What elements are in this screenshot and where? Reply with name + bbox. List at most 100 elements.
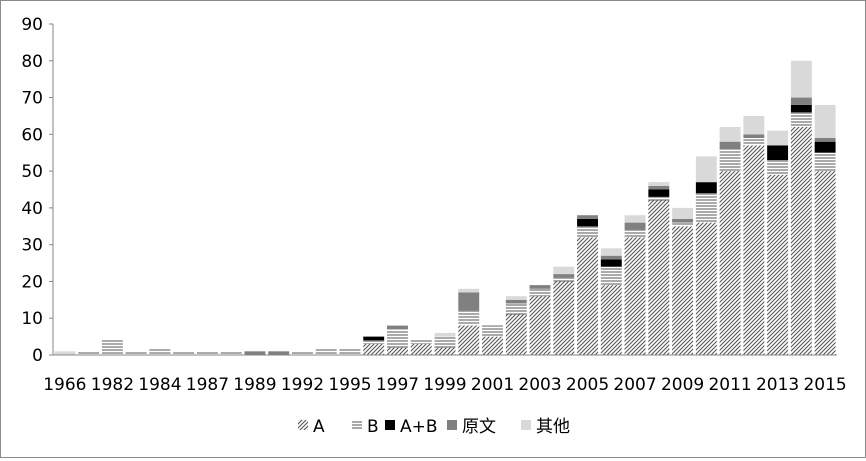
bar-1981-series-1 (78, 351, 100, 355)
bar-2011-series-3 (719, 141, 741, 150)
legend-label-3: 原文 (462, 417, 496, 437)
bar-2005-series-1 (577, 226, 598, 238)
bar-2007-series-1 (624, 229, 646, 238)
bar-2003-series-1 (529, 288, 551, 297)
bar-2005-series-3 (577, 215, 598, 219)
bar-2013-series-4 (767, 130, 789, 146)
x-tick-label: 2003 (518, 375, 561, 395)
bar-2006-series-0 (600, 285, 622, 355)
bars-group (54, 60, 836, 355)
legend-swatch-2 (385, 420, 395, 430)
bar-2002-series-3 (505, 299, 527, 304)
bar-1995-series-1 (339, 347, 361, 355)
bar-1984-series-1 (149, 347, 171, 355)
bar-2001-series-0 (482, 336, 503, 355)
bar-2012-series-1 (743, 138, 765, 146)
x-tick-label: 1992 (281, 375, 324, 395)
bar-2007-series-3 (624, 222, 646, 230)
bar-2015-series-1 (814, 152, 836, 172)
bar-2006-series-3 (600, 255, 622, 260)
x-tick-label: 2013 (756, 375, 799, 395)
bar-1989-series-3 (244, 351, 266, 355)
bar-2013-series-2 (767, 145, 789, 161)
bar-1991-series-3 (268, 351, 290, 355)
bar-2003-series-0 (529, 296, 551, 355)
bar-1988-series-1 (220, 351, 242, 355)
bar-1996-series-1 (363, 340, 385, 344)
bar-2012-series-3 (743, 134, 765, 139)
x-tick-label: 1987 (186, 375, 229, 395)
bar-2012-series-0 (743, 145, 765, 355)
legend: A B A+B 原文 其他 (298, 417, 570, 437)
bar-1998-series-0 (410, 343, 432, 355)
x-tick-label: 1997 (376, 375, 419, 395)
y-tick-label: 80 (21, 52, 43, 72)
x-tick-label: 1995 (328, 375, 371, 395)
bar-1999-series-0 (434, 347, 456, 355)
bar-2004-series-3 (553, 274, 575, 278)
x-tick-label: 2007 (613, 375, 656, 395)
bar-2006-series-4 (600, 248, 622, 256)
bar-2009-series-0 (672, 226, 694, 355)
x-tick-label: 2005 (566, 375, 609, 395)
bar-2002-series-1 (505, 303, 527, 315)
bar-2009-series-3 (672, 218, 694, 223)
x-tick-label: 2011 (708, 375, 751, 395)
bar-1999-series-4 (434, 332, 456, 337)
bar-2011-series-4 (719, 126, 741, 142)
legend-swatch-3 (447, 420, 457, 430)
bar-1987-series-1 (196, 351, 218, 355)
x-tick-label: 2001 (471, 375, 514, 395)
bar-2004-series-4 (553, 266, 575, 275)
x-tick-label: 2009 (661, 375, 704, 395)
bar-2008-series-4 (648, 182, 670, 186)
legend-label-2: A+B (400, 417, 438, 437)
legend-label-0: A (313, 417, 325, 437)
x-tick-label: 1984 (138, 375, 181, 395)
bar-1997-series-0 (387, 347, 408, 355)
x-tick-label: 1989 (233, 375, 276, 395)
bar-2002-series-4 (505, 296, 527, 300)
bar-2004-series-1 (553, 277, 575, 282)
x-axis: 1966 1982 1984 1987 1989 1992 1995 1997 1999 2001… (43, 354, 847, 395)
bar-2012-series-4 (743, 115, 765, 135)
bar-2008-series-0 (648, 200, 670, 355)
bar-1999-series-1 (434, 336, 456, 348)
y-tick-label: 40 (21, 199, 43, 219)
bar-2008-series-1 (648, 196, 670, 201)
x-tick-label: 1999 (423, 375, 466, 395)
bar-1992-series-1 (292, 351, 313, 355)
bar-2002-series-0 (505, 314, 527, 355)
bar-2014-series-3 (790, 97, 812, 105)
bar-2011-series-0 (719, 171, 741, 355)
bar-2003-series-3 (529, 285, 551, 289)
bar-2013-series-1 (767, 160, 789, 175)
y-tick-label: 10 (21, 309, 43, 329)
legend-swatch-0 (298, 420, 308, 430)
x-tick-label: 1966 (43, 375, 86, 395)
bar-2014-series-2 (790, 104, 812, 113)
legend-swatch-1 (352, 420, 362, 430)
bar-2014-series-0 (790, 126, 812, 355)
y-tick-label: 30 (21, 236, 43, 256)
y-axis: 0 10 20 30 40 50 60 70 80 90 (21, 15, 54, 366)
bar-2015-series-4 (814, 104, 836, 139)
bar-1986-series-1 (173, 351, 195, 355)
bar-1982-series-1 (101, 340, 123, 355)
bar-2009-series-4 (672, 207, 694, 219)
bar-2013-series-0 (767, 174, 789, 355)
bar-2000-series-0 (458, 325, 480, 355)
bar-2008-series-3 (648, 185, 670, 190)
bar-2014-series-4 (790, 60, 812, 98)
y-tick-label: 20 (21, 272, 43, 292)
bar-2004-series-0 (553, 281, 575, 355)
bar-2015-series-2 (814, 141, 836, 153)
bar-2010-series-0 (695, 222, 717, 355)
bar-2007-series-0 (624, 237, 646, 355)
bar-2010-series-2 (695, 182, 717, 194)
bar-1997-series-3 (387, 325, 408, 330)
legend-swatch-4 (521, 420, 531, 430)
legend-label-4: 其他 (536, 417, 570, 437)
